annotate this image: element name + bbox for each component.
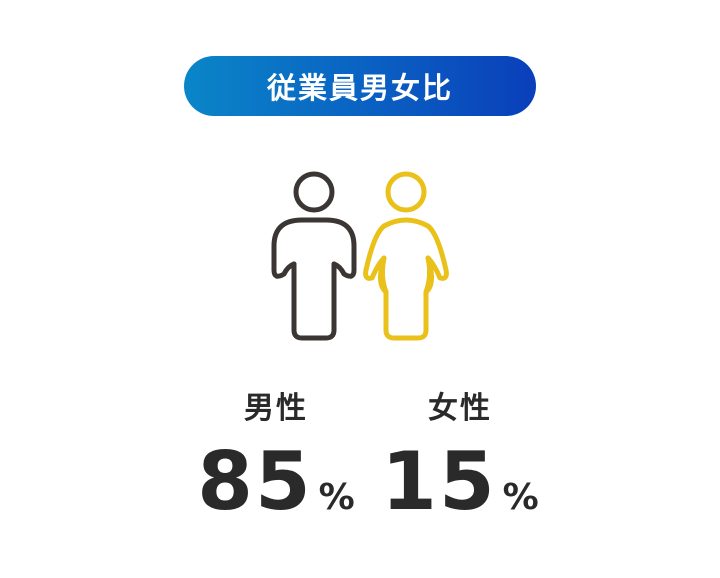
male-value-row: 85 % (196, 442, 356, 522)
male-percentage: 85 (197, 435, 313, 528)
male-figure-icon (271, 171, 357, 341)
female-stat: 女性 15 % (380, 394, 540, 522)
male-label: 男性 (244, 391, 308, 426)
male-percent-unit: % (318, 477, 355, 518)
female-percentage: 15 (381, 435, 497, 528)
male-stat: 男性 85 % (196, 394, 356, 522)
title-badge: 従業員男女比 (184, 56, 536, 116)
female-label: 女性 (428, 391, 492, 426)
gender-figures (271, 171, 449, 341)
female-percent-unit: % (502, 477, 539, 518)
female-value-row: 15 % (380, 442, 540, 522)
female-figure-icon (363, 171, 449, 341)
page-title: 従業員男女比 (266, 71, 453, 105)
